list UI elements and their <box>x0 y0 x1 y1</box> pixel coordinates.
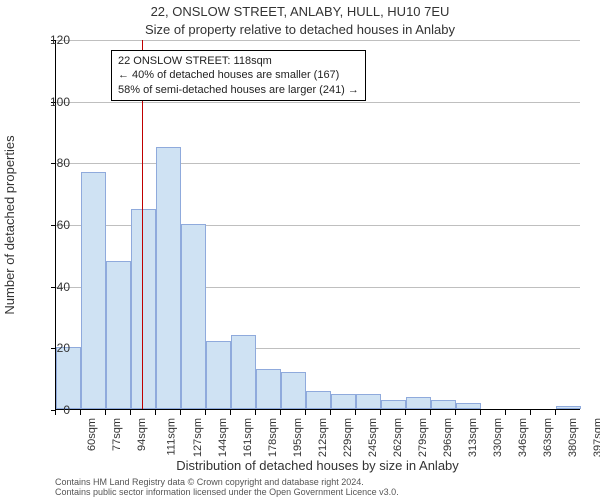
x-tick-mark <box>480 410 481 415</box>
x-tick-mark <box>280 410 281 415</box>
x-tick-mark <box>80 410 81 415</box>
chart-title-line1: 22, ONSLOW STREET, ANLABY, HULL, HU10 7E… <box>0 4 600 19</box>
annotation-line2: ← 40% of detached houses are smaller (16… <box>118 68 359 82</box>
x-tick-label: 94sqm <box>136 418 148 451</box>
x-tick-label: 313sqm <box>467 418 479 457</box>
x-tick-mark <box>355 410 356 415</box>
histogram-bar <box>356 394 381 409</box>
histogram-bar <box>231 335 256 409</box>
x-tick-mark <box>430 410 431 415</box>
histogram-bar <box>81 172 106 409</box>
x-tick-label: 229sqm <box>342 418 354 457</box>
footer-line2: Contains public sector information licen… <box>55 488 399 498</box>
y-tick-label: 80 <box>30 156 70 170</box>
y-tick-label: 60 <box>30 218 70 232</box>
x-tick-label: 161sqm <box>242 418 254 457</box>
histogram-bar <box>331 394 356 409</box>
histogram-bar <box>306 391 331 410</box>
x-tick-label: 380sqm <box>567 418 579 457</box>
footer-attribution: Contains HM Land Registry data © Crown c… <box>55 478 399 498</box>
x-tick-mark <box>255 410 256 415</box>
x-tick-label: 178sqm <box>267 418 279 457</box>
histogram-bar <box>131 209 156 409</box>
gridline <box>56 163 580 164</box>
y-tick-label: 100 <box>30 95 70 109</box>
histogram-bar <box>456 403 481 409</box>
x-tick-mark <box>230 410 231 415</box>
y-tick-label: 20 <box>30 341 70 355</box>
histogram-bar <box>381 400 406 409</box>
x-tick-label: 127sqm <box>192 418 204 457</box>
histogram-bar <box>56 347 81 409</box>
x-tick-label: 212sqm <box>317 418 329 457</box>
histogram-bar <box>256 369 281 409</box>
x-tick-label: 60sqm <box>86 418 98 451</box>
x-tick-label: 111sqm <box>166 418 178 456</box>
x-tick-mark <box>380 410 381 415</box>
x-tick-label: 397sqm <box>592 418 600 457</box>
x-tick-label: 245sqm <box>367 418 379 457</box>
x-tick-mark <box>130 410 131 415</box>
y-tick-label: 0 <box>30 403 70 417</box>
x-tick-label: 195sqm <box>292 418 304 457</box>
histogram-bar <box>281 372 306 409</box>
annotation-line1: 22 ONSLOW STREET: 118sqm <box>118 54 359 68</box>
x-tick-label: 77sqm <box>111 418 123 451</box>
x-tick-label: 296sqm <box>442 418 454 457</box>
annotation-box: 22 ONSLOW STREET: 118sqm← 40% of detache… <box>111 50 366 101</box>
x-tick-mark <box>105 410 106 415</box>
x-tick-mark <box>530 410 531 415</box>
gridline <box>56 40 580 41</box>
gridline <box>56 102 580 103</box>
x-tick-mark <box>155 410 156 415</box>
x-tick-mark <box>205 410 206 415</box>
histogram-bar <box>206 341 231 409</box>
y-tick-label: 120 <box>30 33 70 47</box>
histogram-bar <box>181 224 206 409</box>
plot-area: 22 ONSLOW STREET: 118sqm← 40% of detache… <box>55 40 580 410</box>
x-tick-label: 346sqm <box>517 418 529 457</box>
histogram-bar <box>556 406 581 409</box>
x-tick-mark <box>330 410 331 415</box>
chart-title-line2: Size of property relative to detached ho… <box>0 22 600 37</box>
x-tick-label: 363sqm <box>542 418 554 457</box>
x-tick-label: 144sqm <box>217 418 229 457</box>
y-axis-label: Number of detached properties <box>2 135 17 314</box>
x-tick-mark <box>455 410 456 415</box>
x-tick-label: 262sqm <box>392 418 404 457</box>
x-tick-label: 330sqm <box>492 418 504 457</box>
x-tick-mark <box>405 410 406 415</box>
x-tick-mark <box>555 410 556 415</box>
x-tick-mark <box>505 410 506 415</box>
x-tick-label: 279sqm <box>417 418 429 457</box>
x-tick-mark <box>305 410 306 415</box>
x-axis-label: Distribution of detached houses by size … <box>55 458 580 473</box>
histogram-bar <box>431 400 456 409</box>
histogram-bar <box>106 261 131 409</box>
annotation-line3: 58% of semi-detached houses are larger (… <box>118 83 359 97</box>
histogram-bar <box>406 397 431 409</box>
histogram-bar <box>156 147 181 409</box>
x-tick-mark <box>180 410 181 415</box>
y-tick-label: 40 <box>30 280 70 294</box>
